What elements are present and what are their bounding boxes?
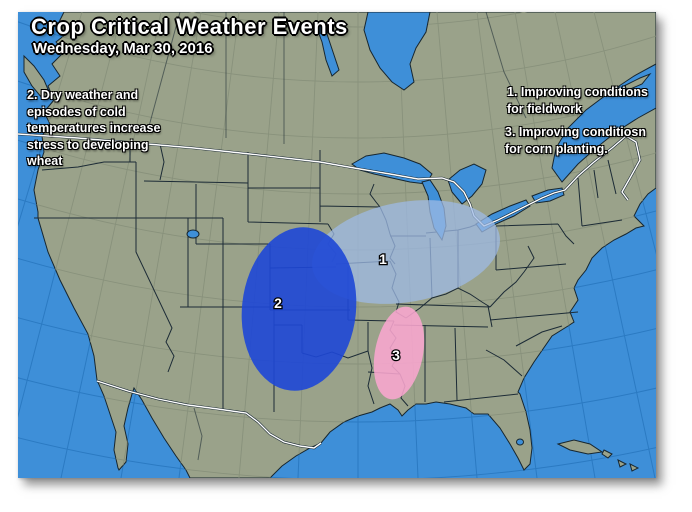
lake-winnipeg <box>315 21 340 77</box>
marker-1: 1 <box>379 251 387 267</box>
annotation-wheat-stress: 2. Dry weather and episodes of cold temp… <box>27 88 161 168</box>
lake-huron <box>447 163 487 205</box>
islands <box>23 54 652 472</box>
event-region-wheat-stress <box>241 227 357 391</box>
great-salt-lake <box>186 229 200 239</box>
event-region-fieldwork <box>312 200 500 304</box>
marker-3: 3 <box>392 347 400 363</box>
anticosti-island <box>623 72 652 91</box>
marker-2: 2 <box>274 295 282 311</box>
hudson-bay <box>363 12 431 91</box>
us-weather-map: 1 2 3 <box>18 12 656 478</box>
cuba <box>556 439 604 455</box>
annotation-corn-planting: 3. Improving conditiosn for corn plantin… <box>505 125 646 156</box>
st-lawrence-gulf <box>551 63 656 183</box>
map-card: 1 2 3 Crop Critical Weather Events Wedne… <box>18 12 656 478</box>
annotation-fieldwork: 1. Improving conditions for fieldwork <box>507 85 648 116</box>
vancouver-island <box>23 54 51 99</box>
province-borders <box>147 12 527 461</box>
map-date: Wednesday, Mar 30, 2016 <box>33 40 213 57</box>
map-title: Crop Critical Weather Events <box>31 14 348 39</box>
event-region-corn-planting <box>373 306 425 400</box>
bahamas <box>601 449 640 472</box>
lake-okeechobee <box>516 438 524 446</box>
